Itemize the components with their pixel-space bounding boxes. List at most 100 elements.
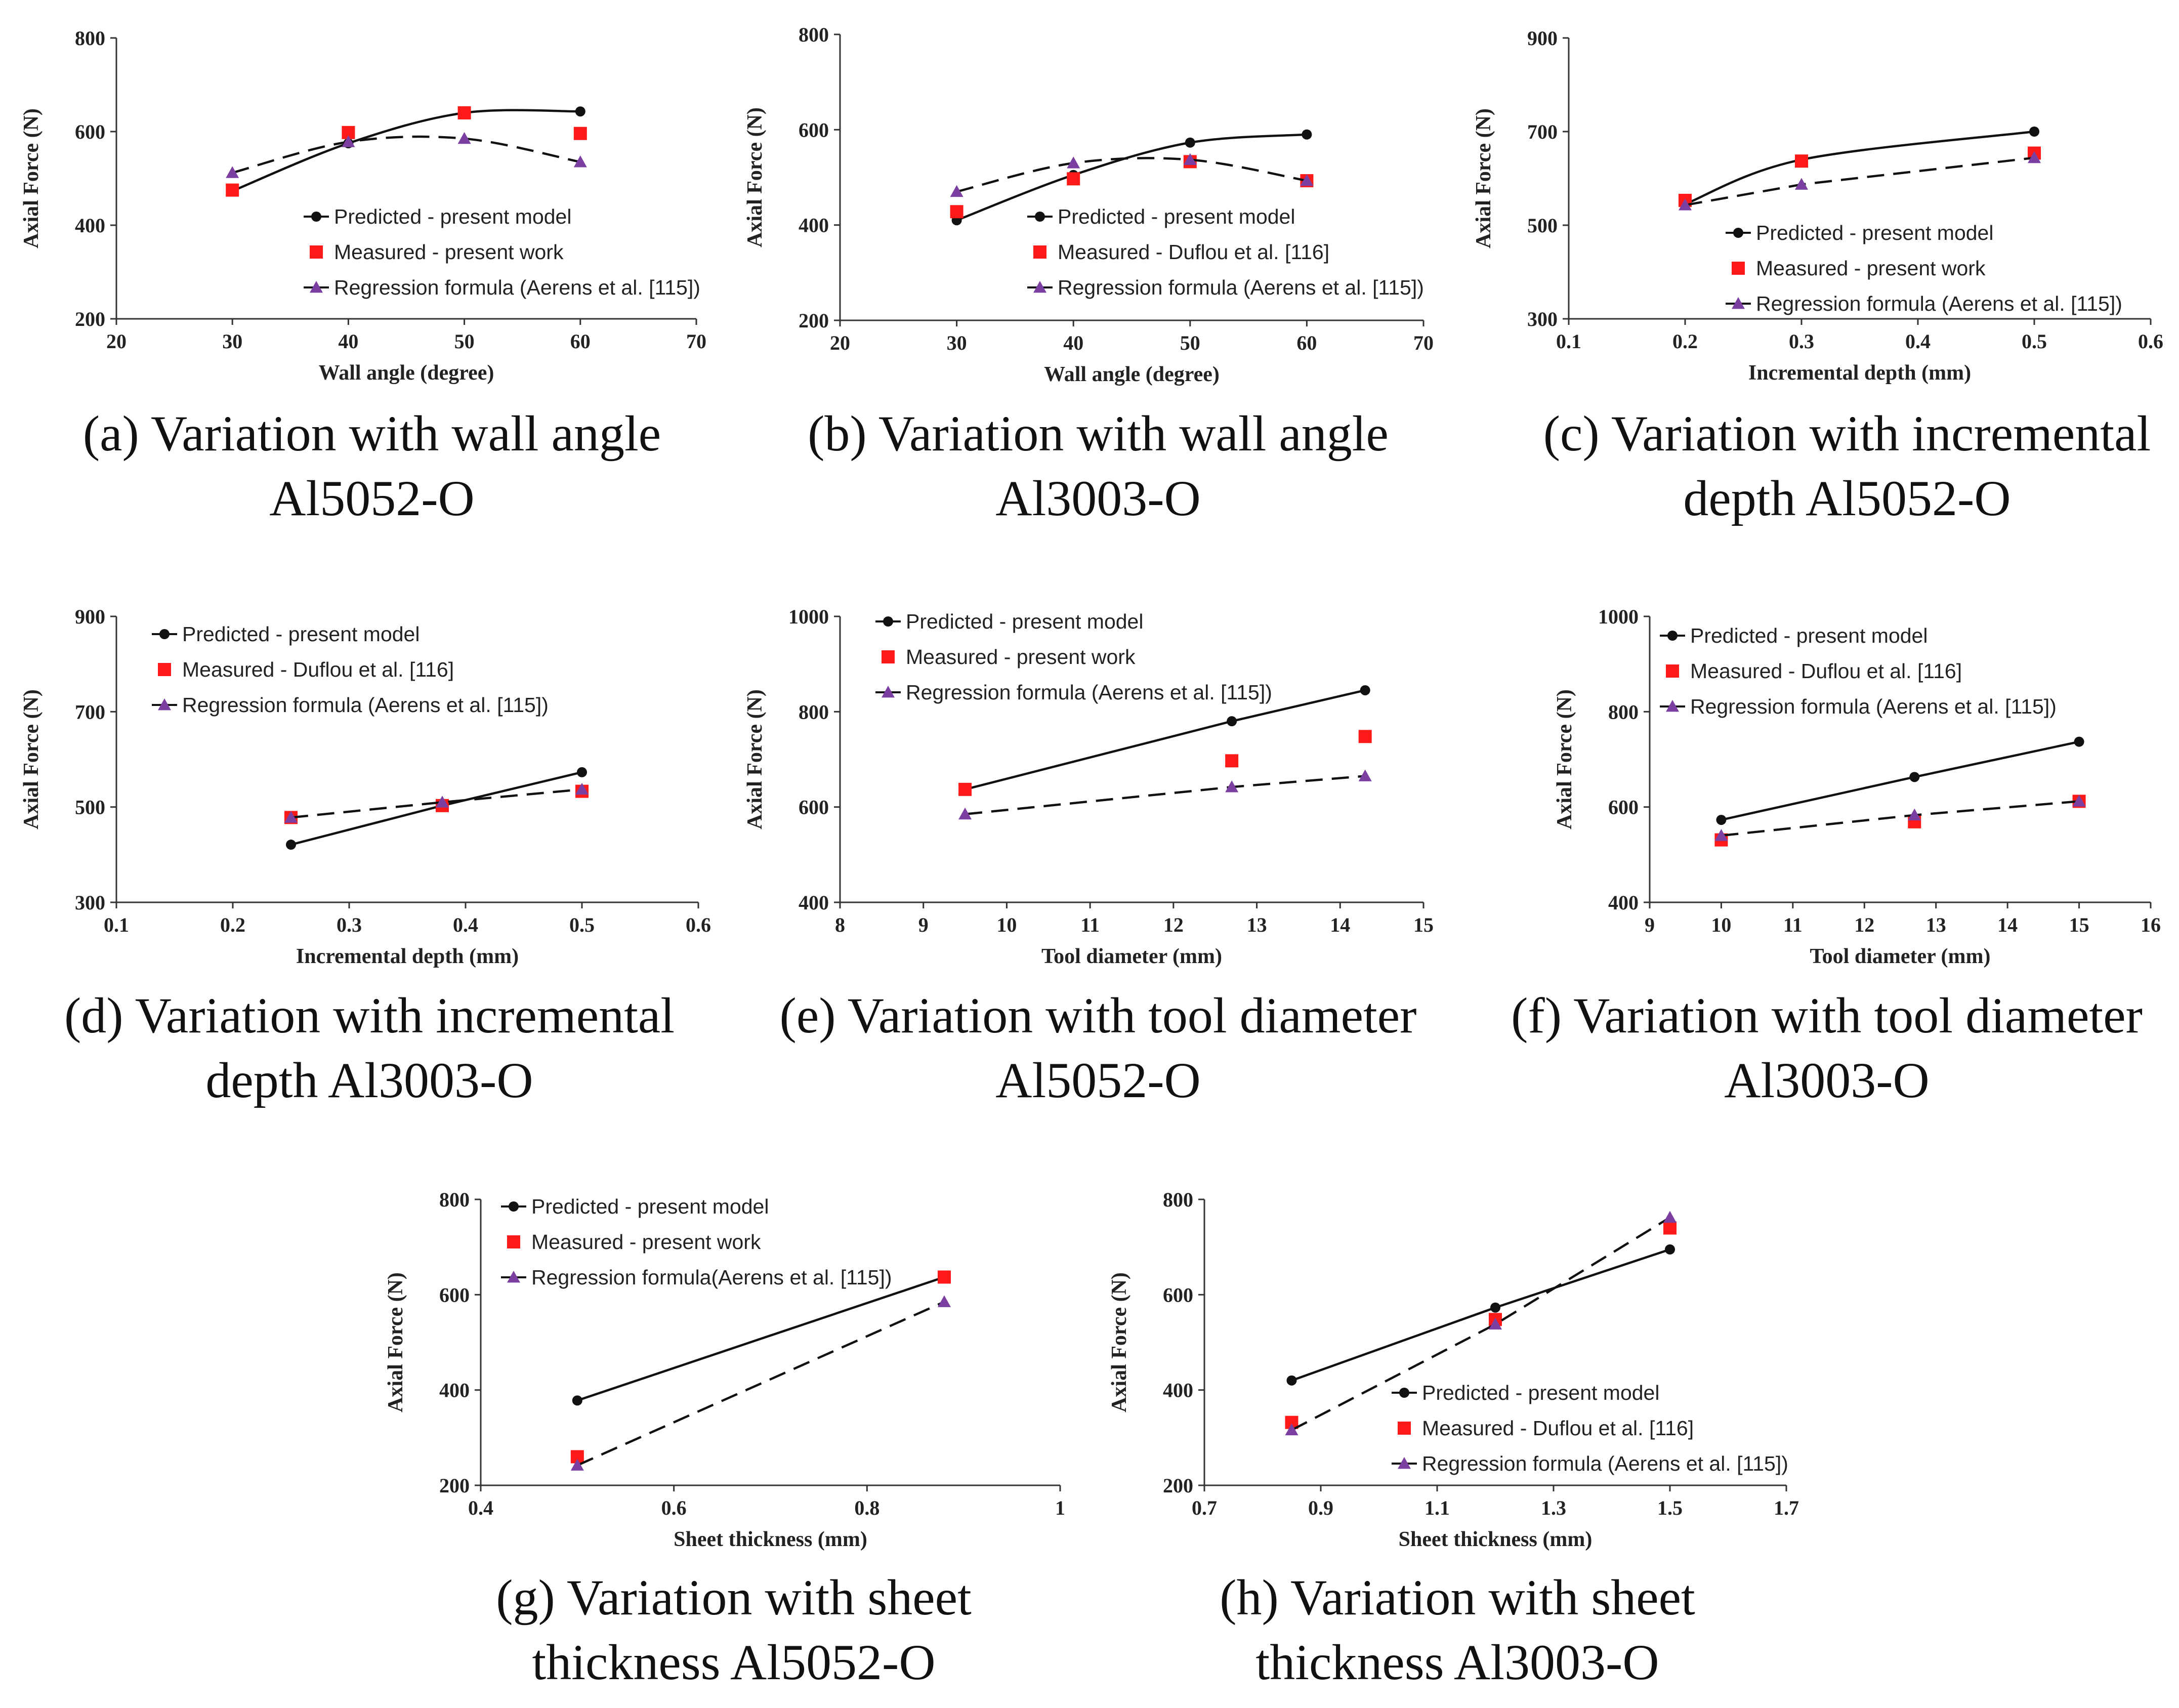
data-point-measured: [1358, 730, 1372, 743]
legend: Predicted - present model Measured - Dufl…: [1027, 205, 1424, 299]
data-point-regression: [284, 811, 298, 823]
y-axis-label: Axial Force (N): [1472, 108, 1495, 248]
x-tick-label: 30: [222, 330, 242, 353]
data-point-predicted: [575, 106, 585, 117]
data-point-measured: [1225, 754, 1239, 768]
panel-caption: Al3003-O: [995, 470, 1201, 526]
series-line-predicted: [1721, 740, 2080, 821]
y-tick-label: 200: [1163, 1474, 1193, 1497]
y-tick-label: 600: [75, 120, 105, 143]
data-point-predicted: [2074, 736, 2084, 747]
data-point-measured: [457, 106, 471, 119]
legend-label-regression: Regression formula(Aerens et al. [115]): [531, 1266, 892, 1289]
data-point-predicted: [286, 840, 296, 850]
y-axis-label: Axial Force (N): [1108, 1272, 1131, 1412]
legend-marker-measured: [1398, 1422, 1411, 1435]
data-point-regression: [342, 135, 355, 147]
data-point-predicted: [1227, 716, 1237, 727]
x-tick-label: 14: [1997, 913, 2018, 936]
data-point-regression: [457, 132, 471, 144]
y-tick-label: 400: [75, 214, 105, 237]
x-tick-label: 15: [2069, 913, 2089, 936]
series-line-regression: [576, 1301, 945, 1467]
x-axis-label: Wall angle (degree): [1044, 363, 1220, 386]
legend-label-measured: Measured - present work: [334, 240, 564, 264]
panel-caption: Al5052-O: [269, 470, 475, 526]
series-predicted: [1716, 736, 2084, 825]
legend-label-predicted: Predicted - present model: [1756, 221, 1993, 244]
panel-caption: (h) Variation with sheet: [1220, 1569, 1695, 1626]
x-tick-label: 12: [1163, 913, 1184, 936]
legend-marker-measured: [1033, 245, 1046, 259]
y-tick-label: 400: [1163, 1379, 1193, 1402]
x-axis-label: Tool diameter (mm): [1810, 945, 1991, 968]
x-tick-label: 10: [996, 913, 1017, 936]
legend-marker-predicted: [159, 629, 170, 639]
x-tick-label: 40: [338, 330, 358, 353]
legend-marker-regression: [1666, 700, 1679, 712]
x-tick-label: 70: [686, 330, 706, 353]
x-tick-label: 60: [1296, 331, 1317, 354]
y-tick-label: 400: [799, 214, 829, 237]
y-tick-label: 400: [439, 1379, 470, 1402]
legend-marker-measured: [310, 245, 323, 259]
chart-panel-e: 400 600 800 1000 8 9 10 11 12 13 14 15 Tool diameter…: [743, 605, 1434, 1108]
data-point-regression: [1679, 198, 1692, 211]
y-tick-label: 200: [799, 309, 829, 332]
legend-label-predicted: Predicted - present model: [1422, 1381, 1659, 1404]
x-tick-label: 1.3: [1541, 1496, 1566, 1519]
y-tick-label: 800: [799, 700, 829, 723]
data-point-regression: [938, 1295, 951, 1307]
data-point-regression: [1663, 1211, 1677, 1223]
legend-marker-regression: [1398, 1457, 1411, 1469]
y-tick-label: 600: [799, 118, 829, 141]
legend-marker-predicted: [1035, 212, 1045, 222]
x-axis-label: Incremental depth (mm): [1748, 361, 1971, 385]
series-regression: [958, 769, 1372, 820]
y-axis-label: Axial Force (N): [384, 1272, 407, 1412]
legend: Predicted - present model Measured - pres…: [875, 610, 1272, 704]
data-point-regression: [1300, 174, 1314, 186]
legend: Predicted - present model Measured - Dufl…: [152, 622, 549, 717]
data-point-predicted: [1490, 1302, 1500, 1313]
data-point-regression: [1795, 178, 1808, 190]
y-tick-label: 800: [1608, 700, 1639, 723]
legend-label-predicted: Predicted - present model: [906, 610, 1143, 633]
data-point-regression: [1489, 1317, 1502, 1330]
x-tick-label: 60: [570, 330, 591, 353]
legend-label-regression: Regression formula (Aerens et al. [115]): [1058, 276, 1424, 299]
y-tick-label: 900: [1527, 27, 1558, 50]
data-point-predicted: [572, 1395, 582, 1406]
x-tick-label: 11: [1783, 913, 1803, 936]
panel-caption: thickness Al5052-O: [532, 1634, 935, 1690]
data-point-predicted: [1360, 685, 1370, 695]
y-axis-label: Axial Force (N): [743, 107, 767, 247]
x-tick-label: 0.6: [2138, 330, 2163, 353]
x-tick-label: 0.6: [686, 913, 711, 936]
legend-label-predicted: Predicted - present model: [182, 622, 420, 646]
data-point-regression: [2028, 151, 2041, 163]
x-tick-label: 0.2: [1672, 330, 1698, 353]
data-point-regression: [1714, 829, 1728, 841]
data-point-regression: [950, 185, 963, 197]
series-measured: [570, 1270, 951, 1464]
x-tick-label: 13: [1247, 913, 1267, 936]
x-tick-label: 50: [454, 330, 475, 353]
series-measured: [284, 784, 589, 824]
panel-caption: thickness Al3003-O: [1255, 1634, 1659, 1690]
legend-label-regression: Regression formula (Aerens et al. [115]): [1690, 695, 2057, 718]
legend-label-predicted: Predicted - present model: [1690, 624, 1927, 647]
legend-marker-predicted: [1733, 228, 1743, 238]
data-point-measured: [1067, 172, 1080, 186]
legend-marker-predicted: [311, 212, 321, 222]
x-tick-label: 1.5: [1657, 1496, 1683, 1519]
x-tick-label: 30: [947, 331, 967, 354]
chart-panel-g: 200 400 600 800 0.4 0.6 0.8 1 Sheet thickness (m…: [384, 1188, 1065, 1690]
x-tick-label: 50: [1180, 331, 1200, 354]
x-tick-label: 0.1: [1556, 330, 1581, 353]
y-tick-label: 700: [1527, 120, 1558, 143]
series-regression: [226, 132, 587, 178]
data-point-regression: [2072, 795, 2086, 807]
legend-marker-regression: [1033, 281, 1046, 293]
legend-label-measured: Measured - present work: [1756, 257, 1986, 280]
